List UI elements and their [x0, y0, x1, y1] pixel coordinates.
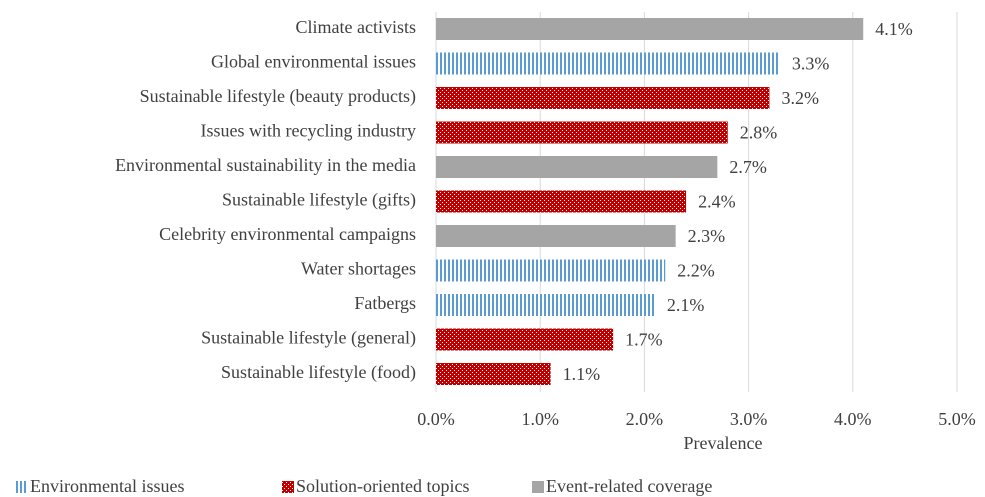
value-label: 3.3%	[792, 54, 830, 74]
x-tick-label: 1.0%	[521, 409, 559, 429]
y-tick-label: Sustainable lifestyle (food)	[221, 362, 416, 383]
value-label: 4.1%	[875, 19, 913, 39]
y-tick-label: Climate activists	[296, 17, 416, 37]
legend-swatch	[282, 481, 294, 493]
x-axis-label: Prevalence	[684, 433, 763, 453]
legend-label: Solution-oriented topics	[296, 476, 469, 496]
y-tick-label: Issues with recycling industry	[201, 121, 416, 141]
x-tick-label: 5.0%	[938, 409, 976, 429]
value-label: 1.1%	[563, 364, 601, 384]
x-tick-label: 3.0%	[730, 409, 768, 429]
legend-swatch	[532, 481, 544, 493]
bar	[436, 18, 864, 40]
bar	[436, 121, 728, 144]
value-label: 1.7%	[625, 330, 663, 350]
legend-swatch	[16, 481, 28, 493]
bar	[436, 87, 770, 109]
legend-label: Environmental issues	[30, 476, 184, 496]
bar	[436, 225, 676, 247]
bar	[436, 363, 551, 385]
legend-label: Event-related coverage	[546, 476, 712, 496]
value-label: 2.1%	[667, 295, 705, 315]
value-label: 2.7%	[729, 157, 767, 177]
bar	[436, 190, 687, 213]
y-tick-label: Sustainable lifestyle (general)	[201, 328, 416, 349]
y-tick-label: Environmental sustainability in the medi…	[115, 155, 416, 175]
x-tick-label: 0.0%	[417, 409, 455, 429]
bar	[436, 156, 718, 178]
x-tick-label: 2.0%	[626, 409, 664, 429]
value-label: 2.2%	[677, 261, 715, 281]
y-tick-label: Sustainable lifestyle (gifts)	[222, 190, 416, 211]
y-tick-label: Sustainable lifestyle (beauty products)	[140, 86, 416, 107]
value-label: 3.2%	[781, 88, 819, 108]
bar	[436, 328, 614, 351]
x-tick-label: 4.0%	[834, 409, 872, 429]
value-label: 2.3%	[688, 226, 726, 246]
y-tick-label: Fatbergs	[354, 293, 416, 313]
bar	[436, 259, 666, 282]
bar	[436, 52, 780, 75]
bar	[436, 294, 655, 316]
y-tick-label: Celebrity environmental campaigns	[159, 224, 416, 244]
value-label: 2.4%	[698, 192, 736, 212]
y-tick-label: Global environmental issues	[211, 52, 416, 72]
value-label: 2.8%	[740, 123, 778, 143]
y-tick-label: Water shortages	[301, 259, 416, 279]
